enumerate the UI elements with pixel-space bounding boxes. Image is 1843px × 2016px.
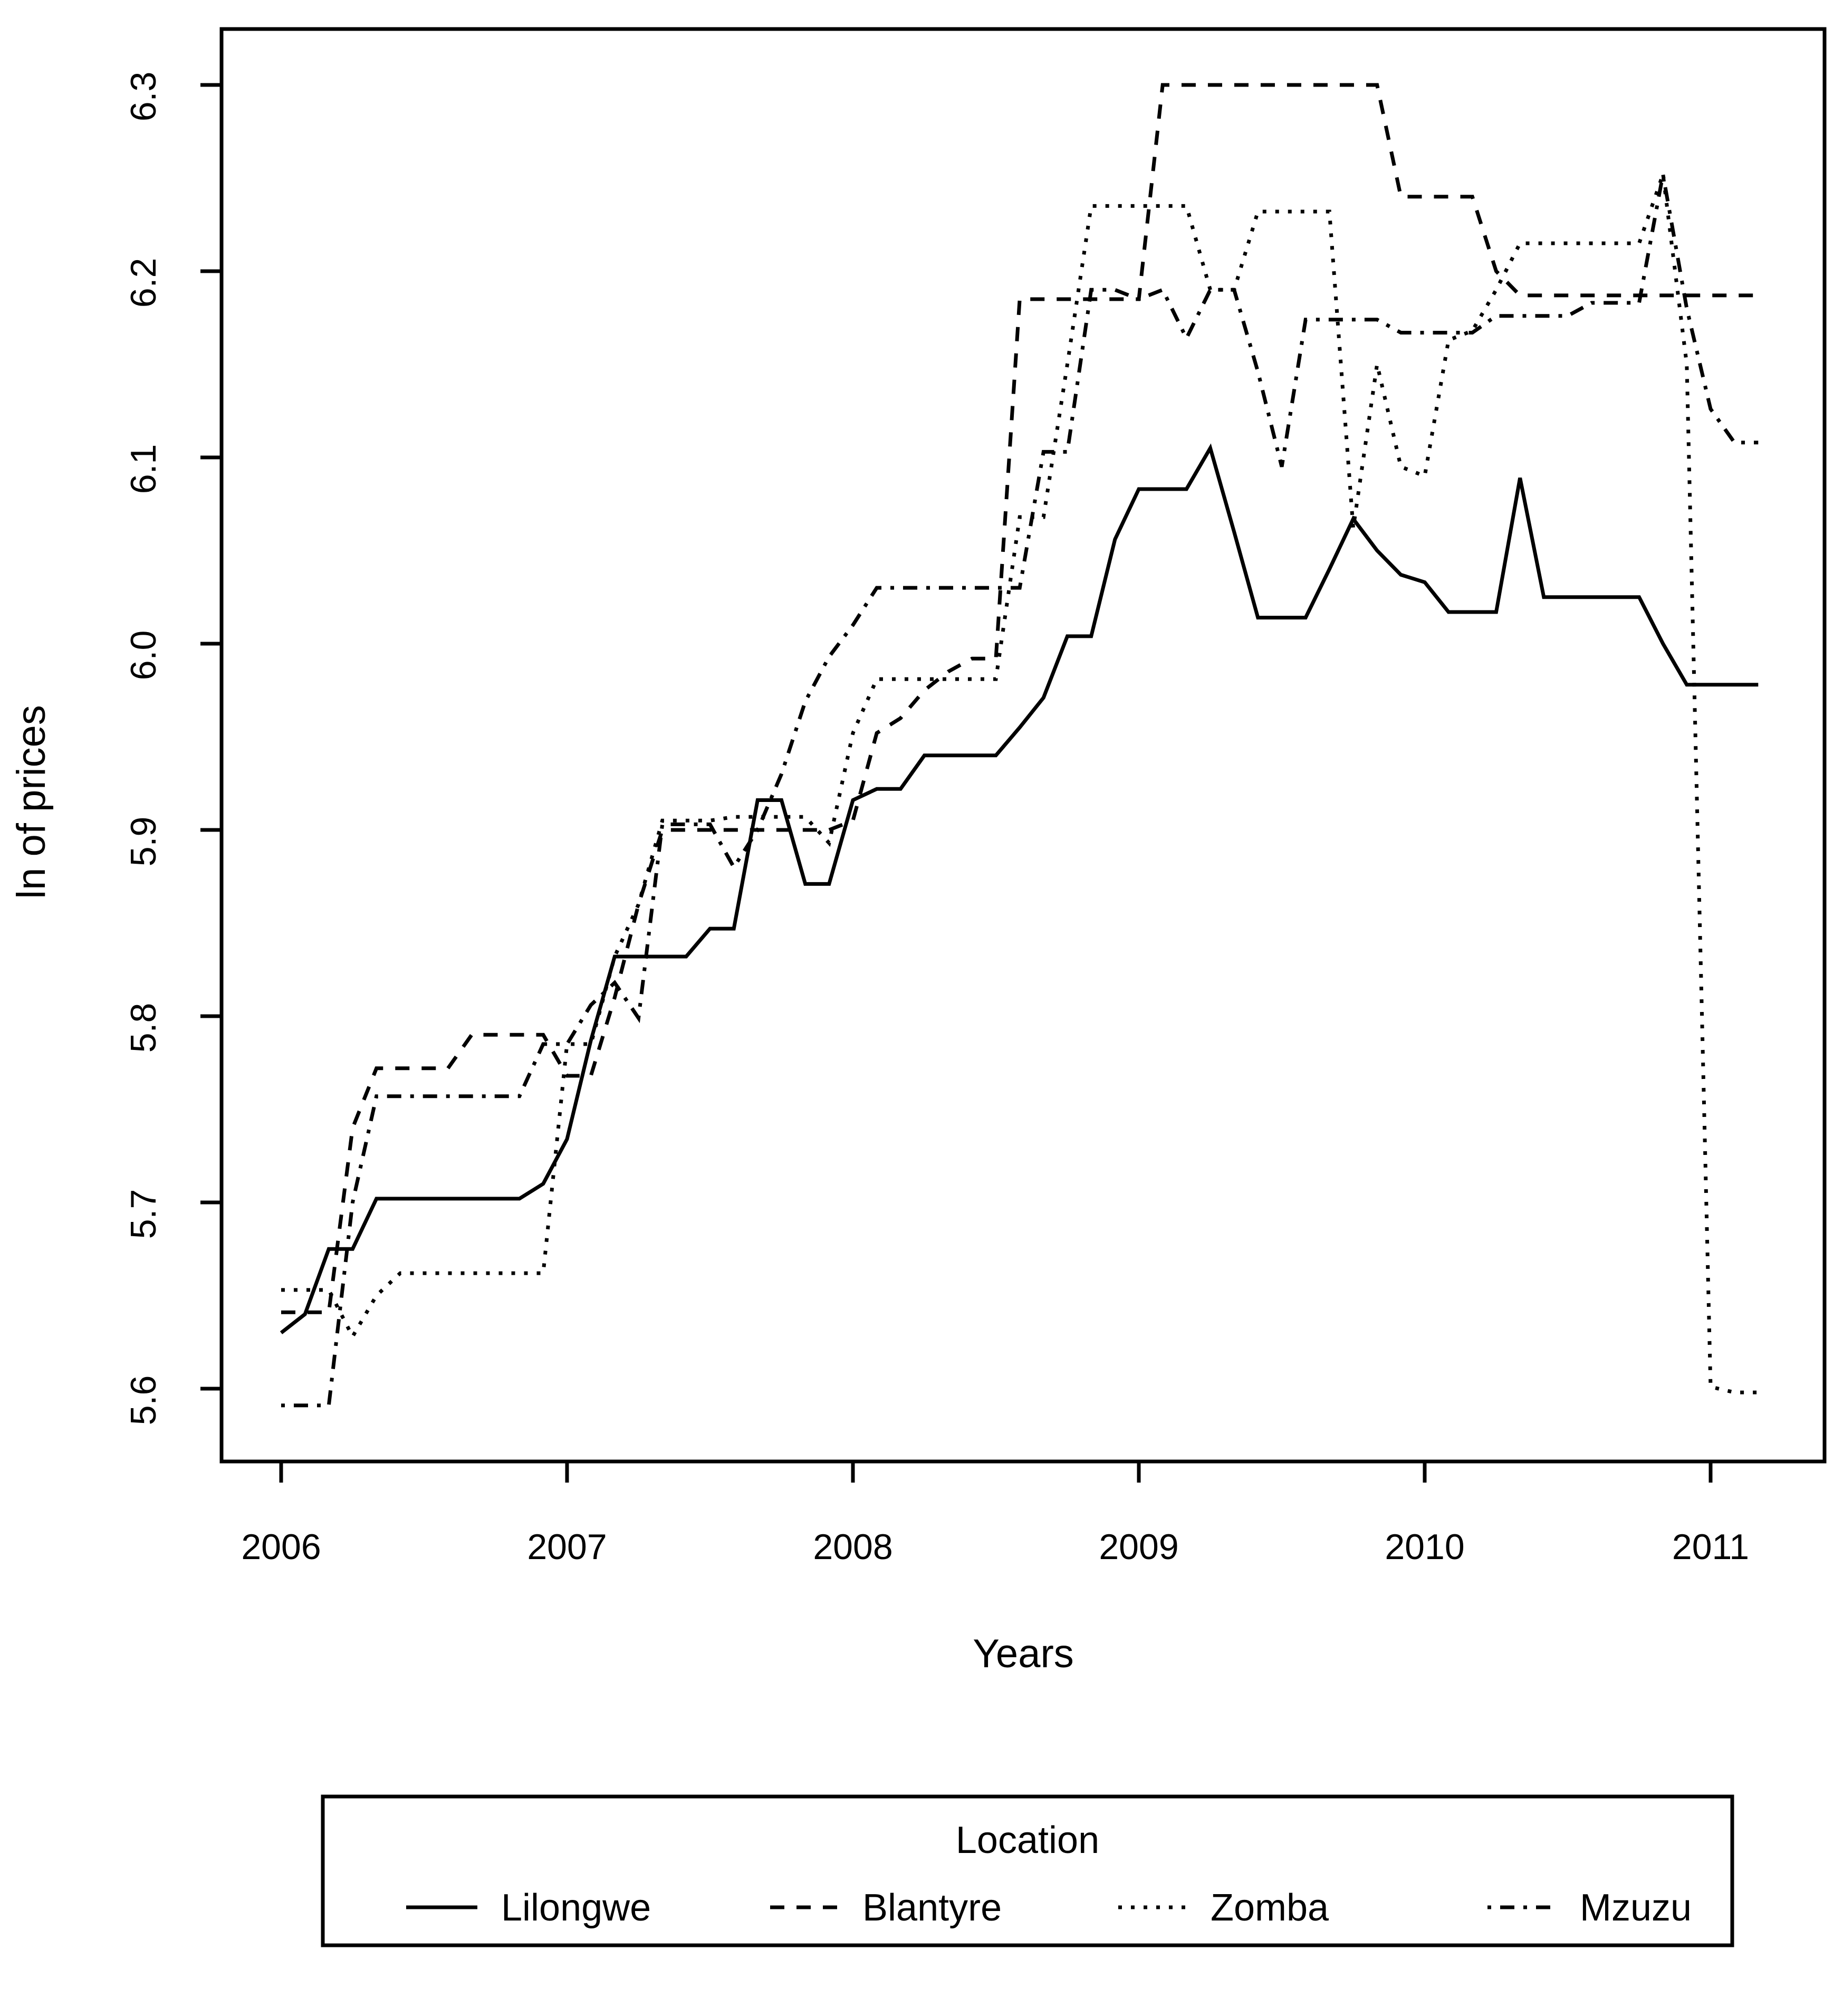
- x-tick-label: 2011: [1672, 1527, 1749, 1567]
- x-tick-label: 2009: [1099, 1527, 1178, 1567]
- x-axis-ticks: 2006 2007 2008 2009 2010 2011: [241, 1461, 1749, 1567]
- y-tick-label: 6.1: [123, 444, 164, 494]
- y-tick-label: 5.8: [123, 1003, 164, 1053]
- legend-label-blantyre: Blantyre: [862, 1887, 1002, 1929]
- x-tick-label: 2008: [813, 1527, 892, 1567]
- legend-label-zomba: Zomba: [1211, 1887, 1329, 1929]
- y-tick-label: 5.6: [123, 1375, 164, 1426]
- legend-entry-zomba: Zomba: [1118, 1887, 1329, 1929]
- y-axis-ticks: 5.6 5.7 5.8 5.9 6.0 6.1 6.2 6.3: [123, 72, 222, 1426]
- series-line-lilongwe: [280, 443, 1759, 1334]
- legend-entry-lilongwe: Lilongwe: [406, 1887, 651, 1929]
- series-line-blantyre: [281, 83, 1759, 1314]
- y-tick-label: 5.7: [123, 1189, 164, 1239]
- y-tick-label: 5.9: [123, 817, 164, 867]
- series-lines: [280, 83, 1759, 1408]
- x-axis-title: Years: [973, 1631, 1074, 1676]
- y-axis-title: ln of prices: [9, 705, 54, 899]
- plot-border: [219, 27, 1827, 1464]
- legend-label-lilongwe: Lilongwe: [501, 1887, 651, 1929]
- x-tick-label: 2006: [241, 1527, 321, 1567]
- y-tick-label: 6.0: [123, 630, 164, 681]
- series-line-zomba: [281, 174, 1759, 1394]
- legend-box: Location Lilongwe Blantyre Zomba Mzuzu: [321, 1794, 1734, 1947]
- series-line-mzuzu: [281, 174, 1759, 1408]
- legend-border: [321, 1794, 1734, 1947]
- x-tick-label: 2010: [1385, 1527, 1464, 1567]
- legend-title: Location: [956, 1819, 1099, 1861]
- y-tick-label: 6.2: [123, 258, 164, 308]
- legend-entry-mzuzu: Mzuzu: [1487, 1887, 1692, 1929]
- legend-entry-blantyre: Blantyre: [770, 1887, 1002, 1929]
- y-tick-label: 6.3: [123, 72, 164, 122]
- x-tick-label: 2007: [527, 1527, 607, 1567]
- legend-label-mzuzu: Mzuzu: [1580, 1887, 1692, 1929]
